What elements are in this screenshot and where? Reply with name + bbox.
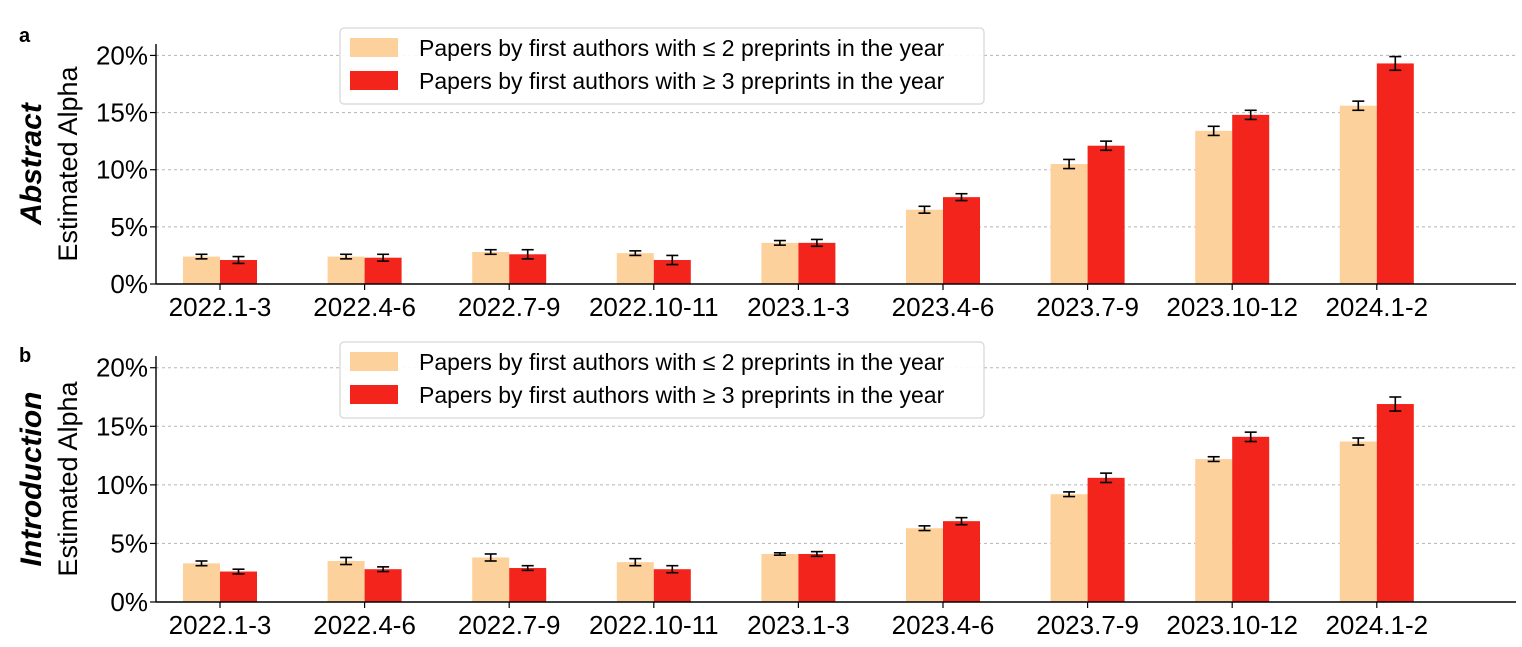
bar-low-2 <box>472 557 510 602</box>
bar-high-1 <box>364 257 402 284</box>
bar-low-3 <box>616 253 654 284</box>
legend-label-high: Papers by first authors with ≥ 3 preprin… <box>419 382 945 408</box>
y-tick-label: 5% <box>110 528 148 558</box>
panel-letter: b <box>19 345 31 367</box>
bar-low-1 <box>327 561 365 602</box>
legend-swatch-low <box>350 38 398 57</box>
x-tick-label: 2022.4-6 <box>313 610 416 640</box>
x-tick-label: 2024.1-2 <box>1325 292 1428 322</box>
bar-low-0 <box>183 563 220 602</box>
bar-high-8 <box>1376 63 1414 284</box>
bar-high-4 <box>798 242 836 284</box>
bar-low-5 <box>906 528 943 602</box>
y-tick-label: 20% <box>96 353 148 383</box>
bar-high-7 <box>1232 436 1270 602</box>
bar-high-5 <box>943 197 980 284</box>
panel-letter: a <box>19 25 31 47</box>
bar-low-3 <box>616 562 654 602</box>
x-tick-label: 2023.7-9 <box>1036 610 1139 640</box>
bar-high-0 <box>220 571 257 602</box>
bar-high-7 <box>1232 114 1270 284</box>
chart-panel-b: 0% 5% 10% 15% 20% 2022.1-3 2022.4-6 2022.7-9 202… <box>15 341 1516 640</box>
bar-low-6 <box>1050 164 1088 284</box>
bar-low-0 <box>183 256 220 284</box>
bar-high-6 <box>1087 477 1125 602</box>
bar-low-5 <box>906 209 943 284</box>
bar-low-4 <box>761 242 799 284</box>
x-tick-label: 2023.4-6 <box>892 610 995 640</box>
y-tick-label: 10% <box>96 155 148 185</box>
bar-low-6 <box>1050 494 1088 602</box>
bar-low-7 <box>1195 459 1233 602</box>
x-tick-label: 2022.7-9 <box>458 292 561 322</box>
y-tick-label: 0% <box>110 587 148 617</box>
bar-low-2 <box>472 252 510 284</box>
bar-high-4 <box>798 553 836 602</box>
bar-low-8 <box>1339 105 1377 284</box>
bar-high-3 <box>653 569 691 602</box>
y-tick-label: 0% <box>110 269 148 299</box>
y-tick-label: 20% <box>96 40 148 70</box>
bar-low-1 <box>327 256 365 284</box>
legend: Papers by first authors with ≤ 2 preprin… <box>339 341 985 419</box>
legend-swatch-high <box>350 71 398 90</box>
x-tick-label: 2022.1-3 <box>169 292 272 322</box>
legend-swatch-high <box>350 385 398 404</box>
legend: Papers by first authors with ≤ 2 preprin… <box>339 27 985 105</box>
y-axis-label: Estimated Alpha <box>53 380 83 576</box>
row-title: Introduction <box>15 392 48 567</box>
legend-box <box>339 27 985 105</box>
x-tick-label: 2022.10-11 <box>589 292 719 322</box>
x-tick-label: 2022.4-6 <box>313 292 416 322</box>
x-tick-label: 2022.7-9 <box>458 610 561 640</box>
legend-box <box>339 341 985 419</box>
x-tick-label: 2022.10-11 <box>589 610 719 640</box>
x-tick-label: 2024.1-2 <box>1325 610 1428 640</box>
x-tick-label: 2022.1-3 <box>169 610 272 640</box>
row-title: Abstract <box>15 101 48 226</box>
bar-low-8 <box>1339 441 1377 602</box>
y-tick-label: 15% <box>96 98 148 128</box>
legend-label-high: Papers by first authors with ≥ 3 preprin… <box>419 68 945 94</box>
bar-high-8 <box>1376 404 1414 602</box>
bar-high-5 <box>943 521 980 602</box>
legend-label-low: Papers by first authors with ≤ 2 preprin… <box>419 349 945 375</box>
x-tick-label: 2023.7-9 <box>1036 292 1139 322</box>
chart-panel-a: 0% 5% 10% 15% 20% 2022.1-3 2022.4-6 2022.7-9 202… <box>15 25 1516 322</box>
x-tick-label: 2023.1-3 <box>747 610 850 640</box>
x-tick-label: 2023.10-12 <box>1166 292 1298 322</box>
y-tick-label: 10% <box>96 470 148 500</box>
y-tick-label: 5% <box>110 212 148 242</box>
y-axis-label: Estimated Alpha <box>53 65 83 261</box>
legend-swatch-low <box>350 352 398 371</box>
x-tick-label: 2023.1-3 <box>747 292 850 322</box>
bar-low-7 <box>1195 130 1233 284</box>
bar-high-2 <box>509 568 547 602</box>
bar-high-6 <box>1087 145 1125 284</box>
y-tick-label: 15% <box>96 411 148 441</box>
bar-high-1 <box>364 569 402 602</box>
legend-label-low: Papers by first authors with ≤ 2 preprin… <box>419 35 945 61</box>
x-tick-label: 2023.4-6 <box>892 292 995 322</box>
bar-low-4 <box>761 553 799 602</box>
x-tick-label: 2023.10-12 <box>1166 610 1298 640</box>
